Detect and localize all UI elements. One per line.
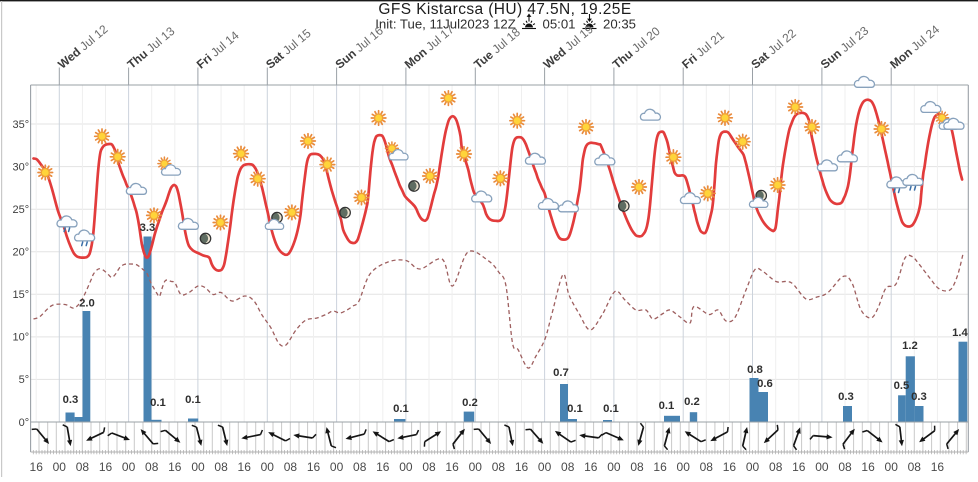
svg-text:00: 00 xyxy=(261,460,275,474)
svg-text:0.1: 0.1 xyxy=(150,397,166,409)
svg-text:08: 08 xyxy=(145,460,159,474)
svg-text:08: 08 xyxy=(838,460,852,474)
svg-text:35°: 35° xyxy=(13,119,30,131)
svg-text:00: 00 xyxy=(469,460,483,474)
svg-text:0.1: 0.1 xyxy=(603,403,619,415)
svg-text:00: 00 xyxy=(53,460,67,474)
svg-text:08: 08 xyxy=(561,460,575,474)
svg-text:05:01: 05:01 xyxy=(542,17,575,32)
svg-text:0.7: 0.7 xyxy=(553,367,569,379)
svg-text:0.6: 0.6 xyxy=(757,378,773,390)
svg-text:00: 00 xyxy=(538,460,552,474)
svg-text:0.3: 0.3 xyxy=(63,394,79,406)
svg-text:16: 16 xyxy=(376,460,390,474)
svg-text:16: 16 xyxy=(445,460,459,474)
svg-text:08: 08 xyxy=(492,460,506,474)
svg-text:08: 08 xyxy=(908,460,922,474)
svg-text:20°: 20° xyxy=(13,247,30,259)
svg-text:0.2: 0.2 xyxy=(684,396,700,408)
svg-text:00: 00 xyxy=(746,460,760,474)
svg-text:0.1: 0.1 xyxy=(567,403,583,415)
svg-text:00: 00 xyxy=(677,460,691,474)
svg-text:16: 16 xyxy=(931,460,945,474)
svg-text:0.1: 0.1 xyxy=(659,400,675,412)
svg-text:00: 00 xyxy=(885,460,899,474)
svg-text:08: 08 xyxy=(422,460,436,474)
svg-text:2.0: 2.0 xyxy=(79,298,95,310)
svg-text:08: 08 xyxy=(76,460,90,474)
svg-text:08: 08 xyxy=(284,460,298,474)
svg-text:16: 16 xyxy=(238,460,252,474)
svg-text:0.5: 0.5 xyxy=(894,380,910,392)
svg-text:08: 08 xyxy=(630,460,644,474)
svg-text:10°: 10° xyxy=(13,332,30,344)
svg-text:08: 08 xyxy=(769,460,783,474)
svg-text:1.4: 1.4 xyxy=(952,327,968,339)
svg-text:00: 00 xyxy=(330,460,344,474)
svg-text:00: 00 xyxy=(815,460,829,474)
svg-text:16: 16 xyxy=(723,460,737,474)
svg-text:00: 00 xyxy=(122,460,136,474)
svg-text:0.8: 0.8 xyxy=(747,364,763,376)
svg-text:16: 16 xyxy=(307,460,321,474)
svg-text:1.2: 1.2 xyxy=(902,340,918,352)
svg-text:08: 08 xyxy=(700,460,714,474)
svg-text:0.3: 0.3 xyxy=(838,391,854,403)
svg-text:00: 00 xyxy=(191,460,205,474)
svg-text:16: 16 xyxy=(653,460,667,474)
svg-text:0.2: 0.2 xyxy=(462,397,478,409)
svg-text:16: 16 xyxy=(515,460,529,474)
svg-text:3.3: 3.3 xyxy=(140,222,156,234)
svg-text:0°: 0° xyxy=(19,417,30,429)
svg-text:20:35: 20:35 xyxy=(603,17,636,32)
svg-text:08: 08 xyxy=(353,460,367,474)
svg-text:0.1: 0.1 xyxy=(393,403,409,415)
svg-text:5°: 5° xyxy=(19,374,30,386)
svg-text:08: 08 xyxy=(214,460,228,474)
svg-text:Init: Tue, 11Jul2023 12Z: Init: Tue, 11Jul2023 12Z xyxy=(375,17,516,32)
svg-text:0.1: 0.1 xyxy=(185,394,201,406)
svg-text:16: 16 xyxy=(584,460,598,474)
svg-text:00: 00 xyxy=(607,460,621,474)
svg-text:0.3: 0.3 xyxy=(911,391,927,403)
svg-text:30°: 30° xyxy=(13,161,30,173)
svg-text:16: 16 xyxy=(99,460,113,474)
svg-text:GFS Kistarcsa (HU) 47.5N, 19.2: GFS Kistarcsa (HU) 47.5N, 19.25E xyxy=(378,1,631,18)
svg-text:15°: 15° xyxy=(13,289,30,301)
svg-text:25°: 25° xyxy=(13,204,30,216)
svg-text:16: 16 xyxy=(792,460,806,474)
svg-text:16: 16 xyxy=(168,460,182,474)
svg-text:16: 16 xyxy=(861,460,875,474)
svg-text:16: 16 xyxy=(30,460,44,474)
svg-text:00: 00 xyxy=(399,460,413,474)
